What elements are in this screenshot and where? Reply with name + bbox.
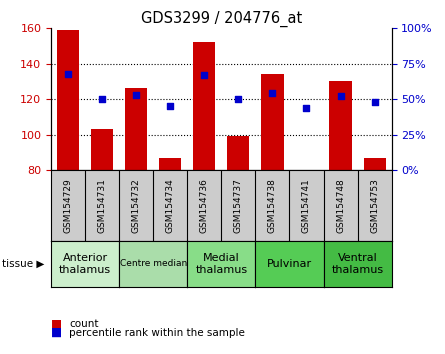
Bar [227,136,250,170]
Point [337,93,344,99]
Text: ■: ■ [51,318,62,330]
Point [133,92,140,98]
Bar [57,30,79,170]
Point [371,99,378,105]
Bar [91,129,113,170]
Text: percentile rank within the sample: percentile rank within the sample [69,328,245,338]
Point [99,96,106,102]
Text: GSM154753: GSM154753 [370,178,379,233]
Point [269,91,276,96]
Point [235,96,242,102]
Text: ■: ■ [51,326,62,339]
Bar [125,88,147,170]
Bar [261,74,283,170]
Text: Pulvinar: Pulvinar [267,259,312,269]
Bar [364,158,386,170]
Text: Medial
thalamus: Medial thalamus [195,253,247,275]
Text: count: count [69,319,98,329]
Point [167,103,174,109]
Text: Ventral
thalamus: Ventral thalamus [332,253,384,275]
Text: GSM154731: GSM154731 [98,178,107,233]
Point [303,105,310,110]
Title: GDS3299 / 204776_at: GDS3299 / 204776_at [141,11,302,27]
Text: GSM154736: GSM154736 [200,178,209,233]
Text: Centre median: Centre median [120,259,187,268]
Text: GSM154738: GSM154738 [268,178,277,233]
Text: GSM154734: GSM154734 [166,178,175,233]
Text: GSM154729: GSM154729 [64,178,73,233]
Bar [159,158,182,170]
Point [201,72,208,78]
Text: GSM154741: GSM154741 [302,178,311,233]
Point [65,71,72,76]
Text: GSM154732: GSM154732 [132,178,141,233]
Bar [193,42,215,170]
Text: Anterior
thalamus: Anterior thalamus [59,253,111,275]
Bar [329,81,352,170]
Text: tissue ▶: tissue ▶ [2,259,44,269]
Text: GSM154748: GSM154748 [336,178,345,233]
Text: GSM154737: GSM154737 [234,178,243,233]
